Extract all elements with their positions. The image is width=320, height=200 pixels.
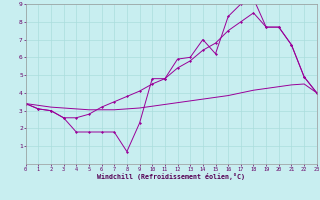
X-axis label: Windchill (Refroidissement éolien,°C): Windchill (Refroidissement éolien,°C) xyxy=(97,173,245,180)
